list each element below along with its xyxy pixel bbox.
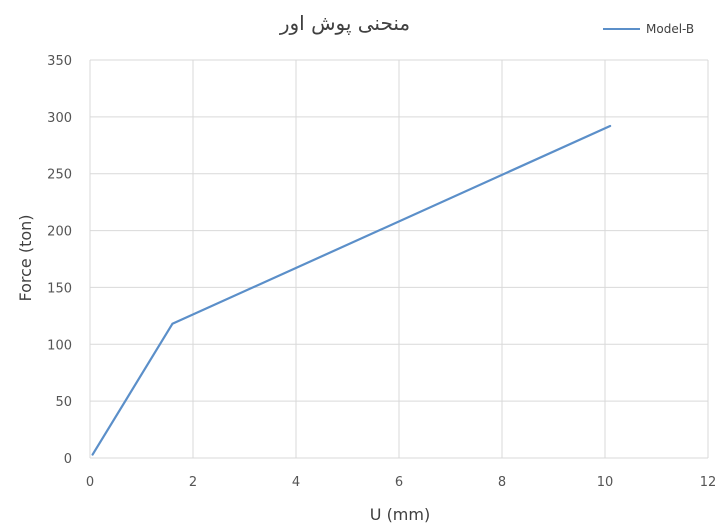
- y-tick-label: 150: [47, 281, 72, 296]
- y-tick-label: 50: [55, 395, 72, 410]
- x-tick-label: 0: [86, 475, 94, 490]
- y-tick-label: 250: [47, 168, 72, 183]
- legend: Model-B: [603, 22, 694, 36]
- x-tick-label: 10: [597, 475, 614, 490]
- y-tick-labels: 0 50 100 150 200 250 300 350: [47, 54, 72, 467]
- series-layer: [91, 124, 612, 456]
- legend-label: Model-B: [646, 22, 694, 36]
- y-tick-label: 300: [47, 111, 72, 126]
- series-line: [91, 124, 612, 456]
- y-axis-title: Force (ton): [16, 214, 35, 301]
- x-tick-label: 2: [189, 475, 197, 490]
- x-tick-labels: 0 2 4 6 8 10 12: [86, 475, 716, 490]
- gridlines: [89, 59, 709, 459]
- chart-title: منحنی پوش اور: [279, 11, 410, 36]
- x-tick-label: 8: [498, 475, 506, 490]
- x-tick-label: 4: [292, 475, 300, 490]
- x-tick-label: 6: [395, 475, 403, 490]
- y-tick-label: 0: [64, 452, 72, 467]
- x-axis-title: U (mm): [370, 505, 430, 524]
- y-tick-label: 100: [47, 338, 72, 353]
- x-tick-label: 12: [700, 475, 717, 490]
- y-tick-label: 200: [47, 225, 72, 240]
- y-tick-label: 350: [47, 54, 72, 69]
